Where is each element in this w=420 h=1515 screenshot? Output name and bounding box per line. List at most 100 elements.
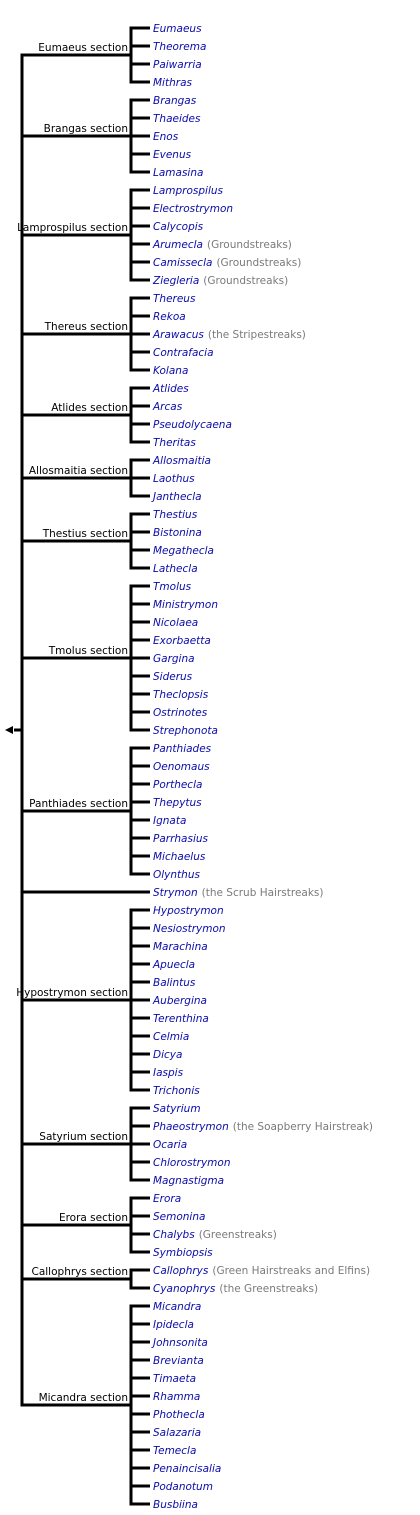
genus-link[interactable]: Hypostrymon	[153, 905, 224, 917]
genus-link[interactable]: Bistonina	[153, 527, 202, 539]
genus-link[interactable]: Salazaria	[153, 1427, 201, 1439]
genus-link[interactable]: Rhamma	[153, 1391, 200, 1403]
genus-link[interactable]: Thaeides	[153, 113, 201, 125]
genus-link[interactable]: Phothecla	[153, 1409, 205, 1421]
genus-link[interactable]: Parrhasius	[153, 833, 209, 845]
section-label: Satyrium section	[39, 1131, 128, 1143]
clade-14: Micandra Ipidecla Johnsonita Brevianta Timae…	[39, 1301, 222, 1511]
genus-link[interactable]: Camissecla (Groundstreaks)	[153, 257, 301, 269]
section-label: Brangas section	[44, 123, 128, 135]
genus-link[interactable]: Laothus	[153, 473, 195, 485]
root-arrow-icon[interactable]	[5, 726, 13, 734]
genus-link[interactable]: Janthecla	[151, 491, 202, 503]
genus-link[interactable]: Michaelus	[153, 851, 206, 863]
genus-link[interactable]: Kolana	[153, 365, 188, 377]
genus-link[interactable]: Iaspis	[153, 1067, 184, 1079]
genus-link[interactable]: Strephonota	[153, 725, 218, 737]
genus-link[interactable]: Micandra	[153, 1301, 201, 1313]
genus-link[interactable]: Enos	[153, 131, 179, 143]
genus-link[interactable]: Theritas	[153, 437, 196, 449]
genus-link[interactable]: Brevianta	[153, 1355, 204, 1367]
genus-link[interactable]: Panthiades	[153, 743, 212, 755]
genus-link[interactable]: Arcas	[152, 401, 183, 413]
genus-link[interactable]: Busbiina	[153, 1499, 198, 1511]
genus-link[interactable]: Lamasina	[153, 167, 203, 179]
section-label: Hypostrymon section	[16, 987, 128, 999]
genus-link[interactable]: Phaeostrymon (the Soapberry Hairstreak)	[153, 1121, 373, 1133]
genus-link[interactable]: Ostrinotes	[153, 707, 208, 719]
genus-link[interactable]: Terenthina	[153, 1013, 209, 1025]
genus-link[interactable]: Ministrymon	[153, 599, 218, 611]
genus-link[interactable]: Brangas	[153, 95, 197, 107]
genus-link[interactable]: Timaeta	[153, 1373, 196, 1385]
genus-link[interactable]: Gargina	[153, 653, 195, 665]
genus-link[interactable]: Chalybs (Greenstreaks)	[153, 1229, 277, 1241]
clade-10: Hypostrymon Nesiostrymon Marachina Apuecla B…	[16, 905, 225, 1097]
genus-link[interactable]: Nesiostrymon	[153, 923, 226, 935]
clade-2: Lamprospilus Electrostrymon Calycopis Arume…	[17, 185, 301, 287]
genus-link[interactable]: Allosmaitia	[152, 455, 211, 467]
genus-link[interactable]: Nicolaea	[153, 617, 198, 629]
genus-link[interactable]: Chlorostrymon	[153, 1157, 231, 1169]
genus-link[interactable]: Paiwarria	[153, 59, 202, 71]
genus-link[interactable]: Aubergina	[152, 995, 207, 1007]
genus-link[interactable]: Siderus	[153, 671, 193, 683]
section-label: Thereus section	[44, 321, 128, 333]
genus-link[interactable]: Olynthus	[153, 869, 200, 881]
genus-link[interactable]: Atlides	[152, 383, 189, 395]
genus-link[interactable]: Trichonis	[153, 1085, 200, 1097]
genus-link[interactable]: Magnastigma	[153, 1175, 224, 1187]
clade-13: Callophrys (Green Hairstreaks and Elfins)…	[32, 1265, 371, 1295]
genus-link[interactable]: Lamprospilus	[153, 185, 224, 197]
genus-link[interactable]: Calycopis	[153, 221, 204, 233]
genus-link[interactable]: Celmia	[153, 1031, 189, 1043]
genus-link[interactable]: Electrostrymon	[153, 203, 233, 215]
genus-link[interactable]: Balintus	[153, 977, 196, 989]
section-label: Tmolus section	[48, 645, 128, 657]
common-name-note: (Green Hairstreaks and Elfins)	[212, 1265, 370, 1277]
genus-link[interactable]: Ocaria	[153, 1139, 187, 1151]
genus-link[interactable]: Ziegleria (Groundstreaks)	[152, 275, 288, 287]
genus-link[interactable]: Semonina	[153, 1211, 205, 1223]
genus-link[interactable]: Oenomaus	[153, 761, 210, 773]
genus-link[interactable]: Cyanophrys (the Greenstreaks)	[153, 1283, 318, 1295]
genus-link[interactable]: Erora	[153, 1193, 181, 1205]
genus-link[interactable]: Temecla	[153, 1445, 196, 1457]
genus-link[interactable]: Podanotum	[153, 1481, 213, 1493]
genus-link[interactable]: Arawacus (the Stripestreaks)	[152, 329, 306, 341]
genus-link[interactable]: Dicya	[153, 1049, 182, 1061]
genus-link[interactable]: Evenus	[153, 149, 192, 161]
genus-link[interactable]: Arumecla (Groundstreaks)	[152, 239, 292, 251]
genus-link[interactable]: Satyrium	[153, 1103, 201, 1115]
genus-link[interactable]: Tmolus	[153, 581, 192, 593]
genus-link[interactable]: Megathecla	[153, 545, 214, 557]
genus-link[interactable]: Johnsonita	[151, 1337, 208, 1349]
section-label: Allosmaitia section	[29, 465, 128, 477]
genus-link[interactable]: Apuecla	[152, 959, 195, 971]
genus-link[interactable]: Theclopsis	[153, 689, 209, 701]
genus-link[interactable]: Exorbaetta	[153, 635, 211, 647]
genus-link[interactable]: Thereus	[153, 293, 196, 305]
genus-link[interactable]: Pseudolycaena	[153, 419, 232, 431]
genus-link[interactable]: Rekoa	[153, 311, 186, 323]
genus-link[interactable]: Thepytus	[153, 797, 202, 809]
genus-link[interactable]: Mithras	[153, 77, 192, 89]
clade-12: Erora Semonina Chalybs (Greenstreaks) Symbio…	[59, 1193, 277, 1259]
genus-link[interactable]: Thestius	[153, 509, 198, 521]
genus-link[interactable]: Theorema	[153, 41, 206, 53]
genus-link[interactable]: Symbiopsis	[153, 1247, 213, 1259]
genus-link[interactable]: Penaincisalia	[153, 1463, 221, 1475]
genus-link[interactable]: Ipidecla	[153, 1319, 194, 1331]
genus-link[interactable]: Contrafacia	[153, 347, 214, 359]
section-label: Micandra section	[39, 1392, 128, 1404]
genus-link[interactable]: Marachina	[153, 941, 208, 953]
common-name-note: (the Greenstreaks)	[219, 1283, 318, 1295]
genus-link[interactable]: Ignata	[153, 815, 186, 827]
genus-link[interactable]: Callophrys (Green Hairstreaks and Elfins)	[153, 1265, 370, 1277]
genus-link[interactable]: Lathecla	[153, 563, 198, 575]
genus-link[interactable]: Porthecla	[153, 779, 202, 791]
clade-11: Satyrium Phaeostrymon (the Soapberry Hairs…	[39, 1103, 373, 1187]
genus-link[interactable]: Eumaeus	[153, 23, 202, 35]
genus-link[interactable]: Strymon (the Scrub Hairstreaks)	[153, 887, 323, 899]
